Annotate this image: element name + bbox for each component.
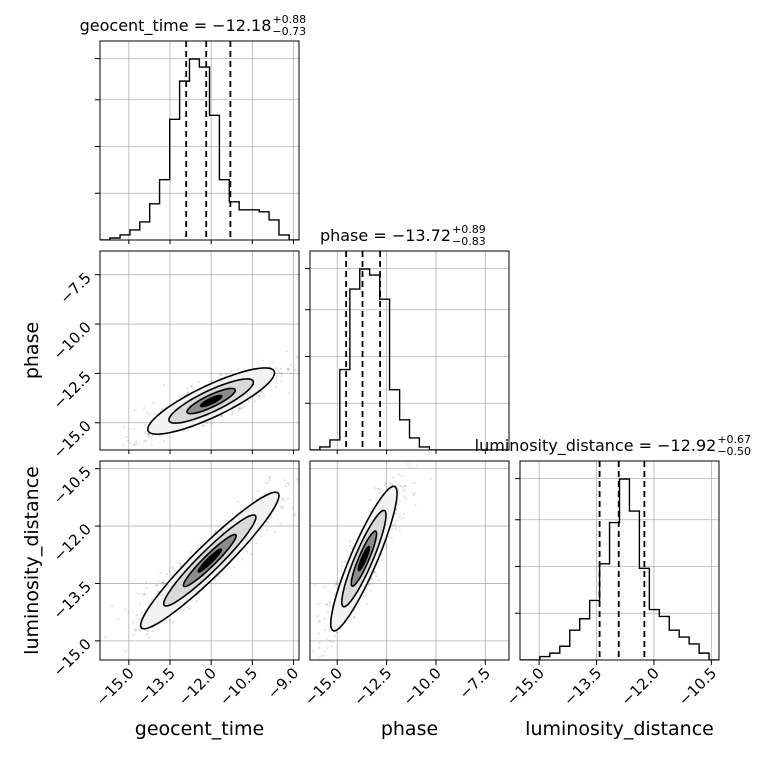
x-tick-label: −7.5 (456, 664, 494, 702)
panel-frame (99, 460, 300, 661)
x-tick-label: −10.0 (400, 664, 445, 709)
title-text: phase = −13.72 (320, 226, 451, 245)
panel-geocent_time-phase: −15.0−12.5 −10.0 −7.5 (50, 250, 300, 462)
x-tick-label: −15.0 (301, 664, 346, 709)
density-contours (139, 491, 280, 630)
title-luminosity_distance: luminosity_distance = −12.92 +0.67−0.50 (475, 433, 751, 458)
title-lower-error: −0.73 (272, 25, 306, 38)
x-axis-label-luminosity_distance: luminosity_distance (525, 718, 714, 740)
x-tick-label: −13.5 (134, 664, 179, 709)
x-tick-label: −10.5 (216, 664, 261, 709)
panel-geocent_time-geocent_time (95, 40, 300, 244)
title-geocent_time: geocent_time = −12.18 +0.88−0.73 (80, 13, 307, 38)
title-upper-error: +0.67 (717, 433, 751, 446)
contour-level-3 (199, 394, 223, 408)
x-tick-label: −12.0 (618, 664, 663, 709)
y-tick-label: −10.5 (50, 463, 95, 508)
title-text: luminosity_distance = −12.92 (475, 436, 717, 456)
panel-frame (309, 460, 510, 661)
title-upper-error: +0.89 (452, 223, 486, 236)
x-tick-label: −12.0 (175, 664, 220, 709)
panel-frame (99, 250, 300, 451)
histogram-step-phase (310, 268, 509, 450)
y-tick-label: −12.5 (50, 368, 95, 413)
x-axis-label-geocent_time: geocent_time (135, 718, 264, 740)
x-tick-label: −10.5 (675, 664, 720, 709)
y-axis-label-phase: phase (21, 322, 43, 379)
panel-luminosity_distance-luminosity_distance: −15.0 −13.5 −12.0 −10.5 (503, 460, 720, 709)
y-tick-label: −15.0 (50, 635, 95, 680)
x-tick-label: −15.0 (503, 664, 548, 709)
panel-phase-phase (305, 250, 510, 454)
x-tick-label: −12.5 (350, 664, 395, 709)
y-axis-label-luminosity_distance: luminosity_distance (21, 466, 43, 655)
density-contours (329, 485, 398, 632)
y-tick-label: −7.5 (56, 269, 94, 307)
title-phase: phase = −13.72 +0.89−0.83 (320, 223, 486, 248)
histogram-step-geocent_time (100, 58, 299, 240)
x-tick-label: −15.0 (92, 664, 137, 709)
title-lower-error: −0.83 (452, 235, 486, 248)
y-tick-label: −12.0 (50, 520, 95, 565)
density-contours (146, 367, 276, 436)
y-tick-label: −15.0 (50, 417, 95, 462)
y-tick-label: −10.0 (50, 318, 95, 363)
y-tick-label: −13.5 (50, 578, 95, 623)
x-axis-label-phase: phase (381, 718, 438, 740)
panel-frame (99, 40, 300, 241)
panel-frame (519, 460, 720, 661)
contour-level-3 (197, 548, 223, 573)
title-text: geocent_time = −12.18 (80, 16, 272, 36)
x-tick-label: −13.5 (560, 664, 605, 709)
title-lower-error: −0.50 (717, 445, 751, 458)
panel-frame (309, 250, 510, 451)
panel-geocent_time-luminosity_distance: −15.0−13.5−12.0−10.5 −9.0−15.0−13.5−12.0−… (50, 460, 302, 709)
title-upper-error: +0.88 (272, 13, 306, 26)
panel-phase-luminosity_distance: −15.0 −12.5 −10.0 −7.5 (301, 460, 510, 709)
x-tick-label: −9.0 (264, 664, 302, 702)
histogram-step-luminosity_distance (520, 478, 719, 660)
contour-level-3 (357, 545, 371, 572)
